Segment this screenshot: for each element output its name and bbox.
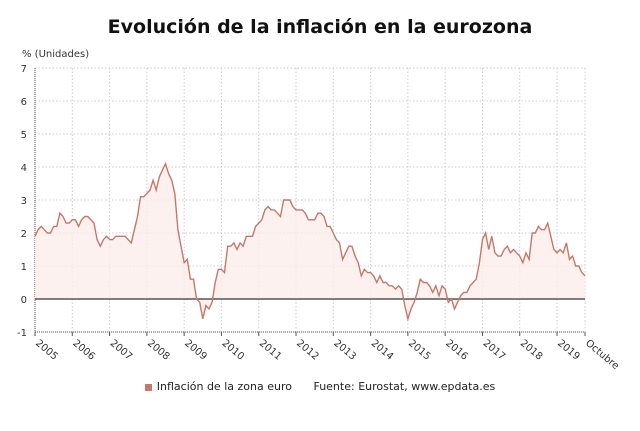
x-tick-label: 2013 — [331, 338, 358, 363]
x-tick-label: 2010 — [220, 338, 247, 363]
y-tick-label: 1 — [21, 262, 27, 273]
y-axis-label: % (Unidades) — [22, 49, 90, 60]
source-note: Fuente: Eurostat, www.epdata.es — [313, 380, 496, 393]
y-tick-label: 6 — [21, 97, 27, 108]
x-tick-label: 2016 — [443, 338, 470, 363]
legend-swatch — [144, 383, 152, 391]
x-tick-label: 2011 — [257, 338, 284, 363]
y-tick-label: 0 — [21, 295, 27, 306]
x-tick-label: 2005 — [33, 338, 60, 363]
x-tick-label: 2017 — [481, 338, 508, 363]
x-tick-label: 2019 — [555, 338, 582, 363]
x-tick-label: 2015 — [406, 338, 433, 363]
x-tick-label: 2018 — [518, 338, 545, 363]
y-tick-label: 4 — [21, 163, 27, 174]
y-tick-label: 5 — [21, 130, 27, 141]
series-line — [34, 161, 586, 322]
y-tick-label: 7 — [21, 64, 27, 75]
legend-label: Inflación de la zona euro — [156, 380, 292, 393]
x-tick-label: 2008 — [145, 338, 172, 363]
chart-title: Evolución de la inflación en la eurozona — [107, 16, 533, 38]
y-tick-label: 2 — [21, 229, 27, 240]
x-tick-label: 2007 — [108, 338, 135, 363]
x-tick-label: 2012 — [294, 338, 321, 363]
y-tick-label: -1 — [17, 328, 27, 339]
x-tick-label: 2009 — [182, 338, 209, 363]
series-area — [35, 163, 585, 319]
x-tick-label: 2014 — [369, 338, 396, 363]
y-tick-label: 3 — [21, 196, 27, 207]
legend: Inflación de la zona euro Fuente: Eurost… — [0, 380, 640, 393]
x-tick-label: Octubre — [583, 338, 621, 372]
x-tick-label: 2006 — [70, 338, 97, 363]
